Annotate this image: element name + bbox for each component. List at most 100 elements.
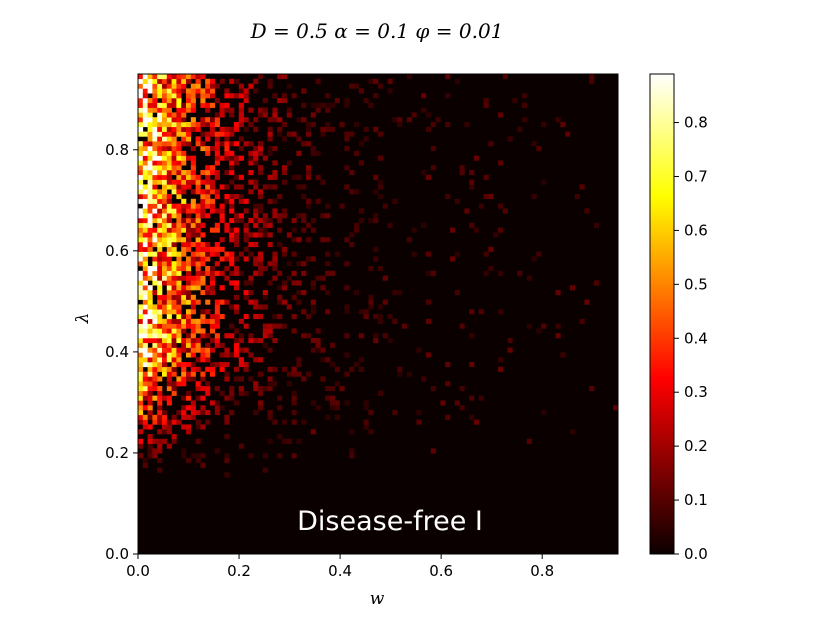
heatmap-cell [238, 155, 244, 161]
heatmap-cell [469, 184, 475, 190]
heatmap-cell [267, 261, 273, 267]
heatmap-cell [166, 328, 172, 334]
heatmap-cell [166, 285, 172, 291]
heatmap-cell [190, 453, 196, 459]
heatmap-cell [171, 333, 177, 339]
heatmap-cell [392, 117, 398, 123]
heatmap-cell [142, 189, 148, 195]
heatmap-cell [142, 198, 148, 204]
heatmap-cell [166, 261, 172, 267]
heatmap-cell [301, 88, 307, 94]
heatmap-cell [152, 227, 158, 233]
heatmap-cell [190, 318, 196, 324]
heatmap-cell [296, 237, 302, 243]
colorbar-tick-label: 0.7 [684, 167, 708, 185]
heatmap-cell [214, 318, 220, 324]
heatmap-cell [186, 122, 192, 128]
heatmap-cell [262, 467, 268, 473]
heatmap-cell [195, 88, 201, 94]
heatmap-cell [138, 155, 144, 161]
heatmap-cell [176, 251, 182, 257]
heatmap-cell [152, 304, 158, 310]
heatmap-cell [162, 275, 168, 281]
heatmap-cell [315, 347, 321, 353]
heatmap-cell [402, 323, 408, 329]
heatmap-cell [142, 261, 148, 267]
heatmap-cell [157, 203, 163, 209]
heatmap-cell [200, 333, 206, 339]
heatmap-cell [152, 232, 158, 238]
heatmap-cell [210, 318, 216, 324]
heatmap-cell [325, 270, 331, 276]
heatmap-cell [171, 299, 177, 305]
heatmap-cell [171, 93, 177, 99]
heatmap-cell [142, 362, 148, 368]
heatmap-cell [262, 155, 268, 161]
heatmap-cell [147, 83, 153, 89]
heatmap-cell [142, 462, 148, 468]
heatmap-cell [166, 83, 172, 89]
heatmap-cell [541, 179, 547, 185]
heatmap-cell [176, 285, 182, 291]
heatmap-cell [142, 275, 148, 281]
heatmap-cell [258, 405, 264, 411]
heatmap-cell [157, 150, 163, 156]
heatmap-cell [186, 376, 192, 382]
heatmap-cell [488, 194, 494, 200]
heatmap-cell [171, 366, 177, 372]
heatmap-cell [310, 347, 316, 353]
heatmap-cell [152, 98, 158, 104]
heatmap-cell [195, 184, 201, 190]
heatmap-cell [498, 357, 504, 363]
heatmap-cell [181, 141, 187, 147]
heatmap-cell [152, 275, 158, 281]
heatmap-cell [157, 78, 163, 84]
heatmap-cell [176, 78, 182, 84]
heatmap-cell [176, 218, 182, 224]
heatmap-cell [152, 155, 158, 161]
heatmap-cell [541, 323, 547, 329]
heatmap-cell [440, 400, 446, 406]
heatmap-cell [200, 280, 206, 286]
heatmap-cell [147, 198, 153, 204]
heatmap-cell [315, 198, 321, 204]
heatmap-cell [162, 294, 168, 300]
heatmap-cell [166, 294, 172, 300]
heatmap-cell [147, 179, 153, 185]
heatmap-cell [229, 390, 235, 396]
heatmap-cell [253, 256, 259, 262]
heatmap-cell [142, 227, 148, 233]
heatmap-cell [459, 170, 465, 176]
heatmap-cell [171, 323, 177, 329]
heatmap-cell [512, 98, 518, 104]
heatmap-cell [195, 342, 201, 348]
heatmap-cell [234, 280, 240, 286]
heatmap-cell [229, 323, 235, 329]
heatmap-cell [517, 270, 523, 276]
heatmap-cell [253, 304, 259, 310]
chart-title: D = 0.5 α = 0.1 φ = 0.01 [250, 19, 504, 43]
heatmap-cell [181, 371, 187, 377]
heatmap-cell [138, 208, 144, 214]
heatmap-cell [195, 122, 201, 128]
heatmap-cell [243, 222, 249, 228]
heatmap-cell [157, 342, 163, 348]
heatmap-cell [138, 222, 144, 228]
heatmap-cell [522, 102, 528, 108]
heatmap-cell [200, 146, 206, 152]
heatmap-cell [286, 83, 292, 89]
heatmap-cell [306, 198, 312, 204]
heatmap-cell [152, 165, 158, 171]
heatmap [138, 74, 619, 554]
heatmap-cell [253, 410, 259, 416]
heatmap-cell [253, 218, 259, 224]
heatmap-cell [200, 328, 206, 334]
heatmap-cell [435, 117, 441, 123]
heatmap-cell [291, 410, 297, 416]
heatmap-cell [171, 78, 177, 84]
region-annotation: Disease-free I [297, 506, 483, 537]
heatmap-cell [320, 237, 326, 243]
heatmap-cell [176, 419, 182, 425]
heatmap-cell [171, 126, 177, 132]
heatmap-cell [224, 107, 230, 113]
